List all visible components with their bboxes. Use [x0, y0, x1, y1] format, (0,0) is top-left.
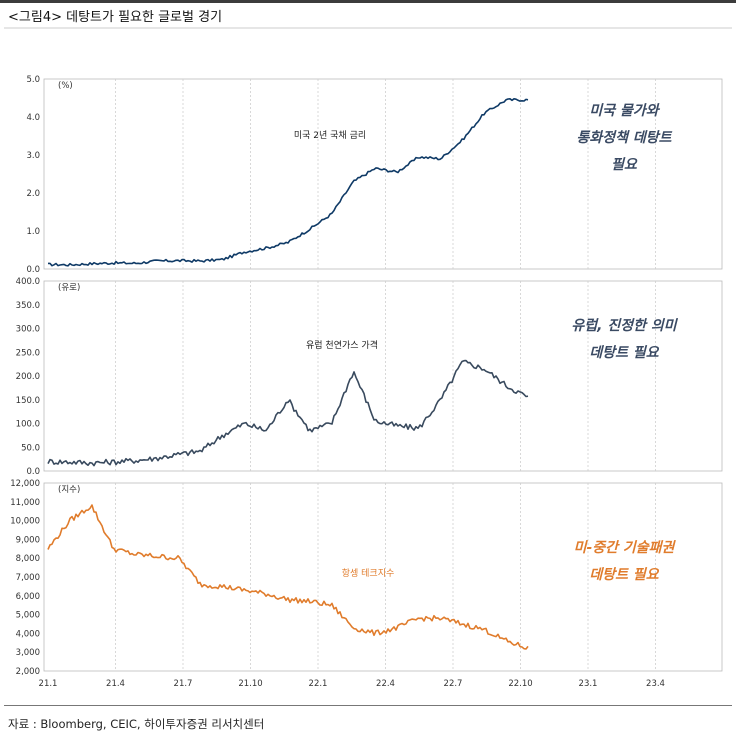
- panel-3-y-tick-label: 12,000: [10, 479, 40, 489]
- panel-1-y-tick-label: 5.0: [26, 75, 40, 85]
- panel-1-y-tick-label: 0.0: [26, 265, 40, 275]
- panel-3-y-tick-label: 4,000: [16, 629, 40, 639]
- figure-title: <그림4> 데탕트가 필요한 글로벌 경기: [8, 10, 223, 25]
- panel-2-y-tick-label: 50.0: [21, 443, 40, 453]
- panel-2-y-tick-label: 350.0: [16, 301, 40, 311]
- footer-divider: [4, 705, 732, 706]
- series-line-2: [47, 359, 529, 467]
- panel-1-frame: [43, 78, 723, 270]
- panel-2-y-tick-label: 0.0: [26, 467, 40, 477]
- source-note: 자료 : Bloomberg, CEIC, 하이투자증권 리서치센터: [8, 717, 265, 731]
- panel-2-annotation-line: 데탕트 필요: [589, 345, 659, 361]
- panel-3-frame: [43, 482, 723, 672]
- series-label-1: 미국 2년 국채 금리: [294, 130, 366, 141]
- panel-3-y-tick-label: 9,000: [16, 535, 40, 545]
- panel-3-y-tick-label: 5,000: [16, 611, 40, 621]
- panel-2-annotation-line: 유럽, 진정한 의미: [571, 318, 678, 334]
- panel-2-y-tick-label: 400.0: [16, 277, 40, 287]
- panel-3-y-tick-label: 3,000: [16, 648, 40, 658]
- panel-3-y-tick-label: 11,000: [10, 498, 40, 508]
- series-label-2: 유럽 천연가스 가격: [306, 339, 378, 351]
- x-tick-label: 22.4: [376, 679, 395, 689]
- panel-3-y-tick-label: 10,000: [10, 517, 40, 527]
- series-line-3: [47, 504, 529, 650]
- x-tick-label: 21.4: [106, 679, 125, 689]
- panel-2-y-tick-label: 150.0: [16, 396, 40, 406]
- x-tick-label: 21.1: [39, 679, 58, 689]
- panel-3-unit-label: (지수): [58, 485, 80, 495]
- x-tick-label: 22.1: [309, 679, 328, 689]
- x-tick-label: 22.7: [444, 679, 463, 689]
- panel-3-y-tick-label: 2,000: [16, 667, 40, 677]
- panel-2-y-tick-label: 200.0: [16, 372, 40, 382]
- panel-2-y-tick-label: 300.0: [16, 325, 40, 335]
- panel-3-annotation-line: 데탕트 필요: [589, 567, 659, 583]
- x-tick-label: 23.4: [646, 679, 665, 689]
- panel-1-y-tick-label: 2.0: [26, 189, 40, 199]
- x-tick-label: 23.1: [579, 679, 598, 689]
- x-tick-label: 22.10: [508, 679, 532, 689]
- panel-2-y-tick-label: 100.0: [16, 420, 40, 430]
- panel-2-y-tick-label: 250.0: [16, 348, 40, 358]
- panel-1-annotation-line: 통화정책 데탕트: [576, 130, 672, 146]
- top-border: [0, 0, 736, 3]
- panel-3-y-tick-label: 6,000: [16, 592, 40, 602]
- series-label-3: 항셍 테크지수: [342, 568, 395, 579]
- panel-1-y-tick-label: 1.0: [26, 227, 40, 237]
- panel-3-y-tick-label: 8,000: [16, 554, 40, 564]
- panel-2-unit-label: (유로): [58, 283, 80, 293]
- title-divider: [4, 27, 732, 29]
- chart-area: 0.0 1.0 2.0 3.0 4.0 5.0 (%) 미국 2년 국채 금리 미국 물가와통화…: [10, 75, 723, 689]
- x-tick-label: 21.7: [174, 679, 193, 689]
- panel-3-annotation-line: 미-중간 기술패권: [574, 540, 677, 556]
- panel-1-annotation-line: 필요: [611, 157, 638, 173]
- x-tick-label: 21.10: [238, 679, 262, 689]
- panel-1-annotation-line: 미국 물가와: [589, 103, 660, 119]
- panel-2-frame: [43, 280, 723, 472]
- panel-1-unit-label: (%): [58, 81, 73, 91]
- panel-1-y-tick-label: 4.0: [26, 113, 40, 123]
- panel-3-y-tick-label: 7,000: [16, 573, 40, 583]
- panel-1-y-tick-label: 3.0: [26, 151, 40, 161]
- series-line-1: [48, 98, 529, 267]
